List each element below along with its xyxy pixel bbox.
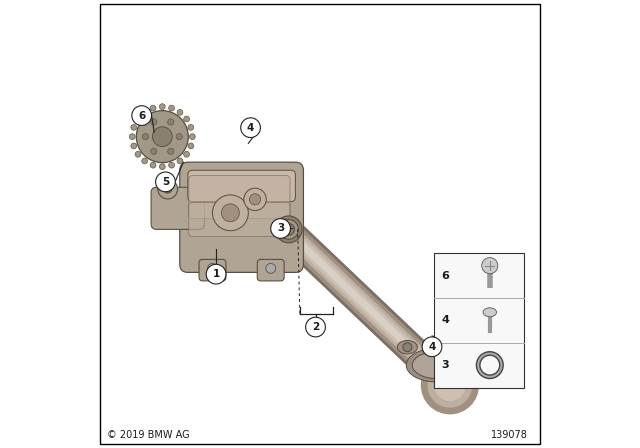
Circle shape	[142, 134, 148, 140]
FancyBboxPatch shape	[435, 253, 524, 388]
Circle shape	[241, 118, 260, 138]
Ellipse shape	[406, 349, 467, 382]
Circle shape	[207, 263, 218, 273]
Circle shape	[271, 219, 291, 238]
Circle shape	[421, 356, 479, 414]
Text: 4: 4	[428, 342, 436, 352]
Ellipse shape	[483, 308, 497, 317]
Circle shape	[141, 158, 148, 164]
Text: 4: 4	[442, 315, 449, 325]
FancyBboxPatch shape	[188, 170, 296, 202]
FancyBboxPatch shape	[189, 176, 290, 219]
Ellipse shape	[460, 340, 480, 354]
Circle shape	[164, 185, 172, 193]
Circle shape	[188, 143, 194, 149]
FancyBboxPatch shape	[100, 4, 540, 444]
Circle shape	[159, 164, 165, 170]
Circle shape	[158, 179, 177, 199]
Circle shape	[168, 119, 174, 125]
Circle shape	[177, 109, 183, 115]
Text: 3: 3	[442, 360, 449, 370]
Circle shape	[275, 216, 302, 243]
Circle shape	[206, 264, 226, 284]
Circle shape	[266, 263, 276, 273]
Circle shape	[212, 195, 248, 231]
Circle shape	[176, 134, 182, 140]
Ellipse shape	[412, 352, 461, 379]
Text: 5: 5	[162, 177, 169, 187]
Circle shape	[184, 116, 189, 122]
Text: 1: 1	[212, 269, 220, 279]
Text: 2: 2	[312, 322, 319, 332]
Circle shape	[428, 363, 472, 408]
Circle shape	[152, 127, 172, 146]
FancyBboxPatch shape	[257, 259, 284, 281]
Text: 6: 6	[138, 111, 145, 121]
Text: 4: 4	[247, 123, 254, 133]
FancyBboxPatch shape	[189, 202, 290, 237]
Circle shape	[283, 224, 294, 235]
Circle shape	[250, 194, 260, 205]
Ellipse shape	[397, 340, 417, 354]
Circle shape	[279, 220, 298, 239]
Circle shape	[177, 158, 183, 164]
FancyBboxPatch shape	[180, 162, 303, 272]
Circle shape	[136, 111, 188, 163]
Circle shape	[150, 162, 156, 168]
Circle shape	[189, 134, 195, 140]
Circle shape	[135, 116, 141, 122]
Circle shape	[151, 148, 157, 155]
Circle shape	[482, 258, 498, 274]
Circle shape	[131, 125, 137, 130]
Circle shape	[184, 151, 189, 157]
Text: © 2019 BMW AG: © 2019 BMW AG	[108, 430, 190, 439]
Circle shape	[422, 337, 442, 357]
Circle shape	[168, 148, 174, 155]
Circle shape	[169, 105, 175, 111]
Circle shape	[131, 143, 137, 149]
Circle shape	[156, 172, 175, 192]
Circle shape	[129, 134, 135, 140]
FancyBboxPatch shape	[151, 187, 204, 229]
Circle shape	[141, 109, 148, 115]
Circle shape	[435, 370, 466, 401]
Circle shape	[169, 162, 175, 168]
Circle shape	[306, 317, 325, 337]
Circle shape	[159, 104, 165, 110]
Text: 139078: 139078	[492, 430, 529, 439]
Circle shape	[150, 105, 156, 111]
Circle shape	[151, 119, 157, 125]
Text: 3: 3	[277, 224, 284, 233]
Circle shape	[244, 188, 266, 211]
Circle shape	[221, 204, 239, 222]
FancyBboxPatch shape	[199, 259, 226, 281]
Circle shape	[188, 125, 194, 130]
Text: 6: 6	[442, 271, 449, 280]
Circle shape	[403, 343, 412, 352]
Circle shape	[132, 106, 152, 125]
Circle shape	[465, 343, 475, 352]
Circle shape	[135, 151, 141, 157]
